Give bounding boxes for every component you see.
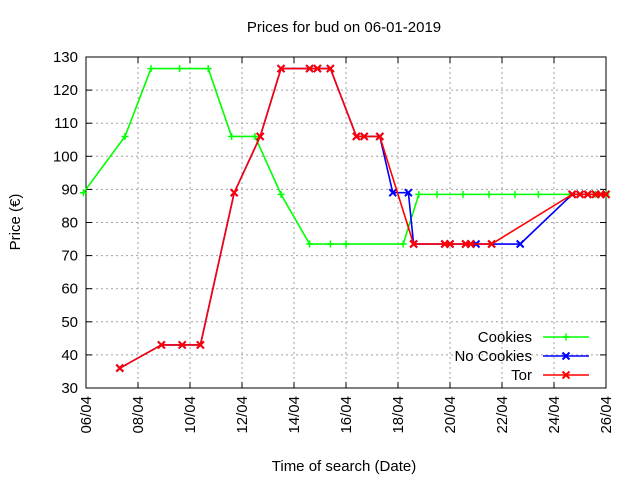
x-tick-label: 06/04 bbox=[78, 396, 95, 434]
tor-point bbox=[326, 64, 335, 73]
tor-point bbox=[575, 190, 585, 199]
cookies-point bbox=[485, 190, 493, 198]
y-tick-label: 130 bbox=[53, 49, 78, 66]
x-tick-label: 12/04 bbox=[234, 396, 251, 434]
x-tick-label: 26/04 bbox=[598, 396, 615, 434]
x-axis: 06/04 08/04 10/04 12/04 14/04 16/04 18/04 20/04… bbox=[78, 57, 615, 434]
tor-point bbox=[157, 340, 166, 350]
y-tick-label: 110 bbox=[54, 115, 78, 132]
x-tick-label: 16/04 bbox=[338, 396, 355, 434]
cookies-point bbox=[228, 132, 236, 140]
cookies-point bbox=[511, 190, 519, 198]
y-tick-label: 50 bbox=[61, 314, 78, 331]
x-tick-label: 24/04 bbox=[546, 396, 563, 434]
cookies-point bbox=[326, 240, 334, 248]
no-cookies-point bbox=[515, 239, 525, 249]
x-tick-label: 20/04 bbox=[442, 396, 459, 434]
cookies-point bbox=[147, 65, 155, 73]
legend: Cookies No Cookies Tor bbox=[454, 329, 589, 384]
tor-point bbox=[115, 363, 125, 373]
series-tor-line bbox=[119, 67, 606, 369]
x-tick-label: 10/04 bbox=[182, 396, 199, 434]
cookies-point bbox=[459, 190, 467, 198]
x-tick-label: 22/04 bbox=[494, 396, 511, 434]
x-tick-label: 14/04 bbox=[286, 396, 303, 434]
tor-point bbox=[375, 132, 385, 141]
tor-point bbox=[177, 340, 187, 350]
y-tick-label: 100 bbox=[53, 148, 78, 165]
cookies-point bbox=[176, 65, 184, 73]
legend-no-cookies-point bbox=[561, 351, 571, 361]
tor-point bbox=[487, 239, 496, 249]
tor-point bbox=[409, 239, 418, 249]
tor-point bbox=[196, 340, 205, 350]
tor-point bbox=[445, 239, 455, 249]
series-tor bbox=[115, 64, 611, 373]
tor-point bbox=[255, 132, 265, 141]
chart-title: Prices for bud on 06-01-2019 bbox=[247, 19, 441, 36]
cookies-point bbox=[121, 132, 129, 140]
no-cookies-point bbox=[404, 188, 413, 197]
tor-point bbox=[359, 132, 369, 141]
series-layer bbox=[79, 64, 611, 373]
tor-point bbox=[583, 190, 593, 199]
grid-lines bbox=[86, 57, 606, 388]
x-axis-label: Time of search (Date) bbox=[272, 458, 417, 475]
legend-tor-point bbox=[561, 370, 571, 380]
cookies-point bbox=[251, 132, 259, 140]
cookies-point bbox=[433, 190, 441, 198]
cookies-point bbox=[79, 189, 87, 197]
y-tick-label: 60 bbox=[61, 281, 78, 298]
cookies-point bbox=[415, 190, 423, 198]
cookies-point bbox=[277, 190, 285, 198]
y-tick-label: 80 bbox=[61, 215, 78, 232]
tor-point bbox=[313, 64, 322, 73]
cookies-point bbox=[534, 190, 542, 198]
legend-label-no-cookies: No Cookies bbox=[454, 348, 532, 365]
y-tick-label: 30 bbox=[61, 380, 78, 397]
legend-cookies-point bbox=[562, 333, 570, 341]
y-tick-label: 40 bbox=[61, 347, 78, 364]
x-tick-label: 08/04 bbox=[130, 396, 147, 434]
y-tick-label: 120 bbox=[53, 82, 78, 99]
cookies-point bbox=[306, 240, 314, 248]
tor-point bbox=[276, 64, 286, 73]
y-axis-label: Price (€) bbox=[7, 194, 24, 251]
y-tick-label: 90 bbox=[61, 181, 78, 198]
legend-label-cookies: Cookies bbox=[478, 329, 532, 346]
cookies-point bbox=[342, 240, 350, 248]
x-tick-label: 18/04 bbox=[390, 396, 407, 434]
legend-label-tor: Tor bbox=[511, 367, 532, 384]
y-tick-label: 70 bbox=[61, 248, 78, 265]
no-cookies-point bbox=[388, 188, 398, 197]
tor-point bbox=[352, 132, 361, 141]
tor-point bbox=[466, 239, 476, 249]
cookies-point bbox=[399, 240, 407, 248]
tor-point bbox=[567, 190, 577, 199]
tor-point bbox=[601, 190, 611, 199]
tor-point bbox=[229, 188, 239, 197]
y-axis: 30 40 50 60 70 80 90 100 110 120 130 bbox=[53, 49, 606, 397]
tor-point bbox=[305, 64, 314, 73]
cookies-point bbox=[204, 65, 212, 73]
